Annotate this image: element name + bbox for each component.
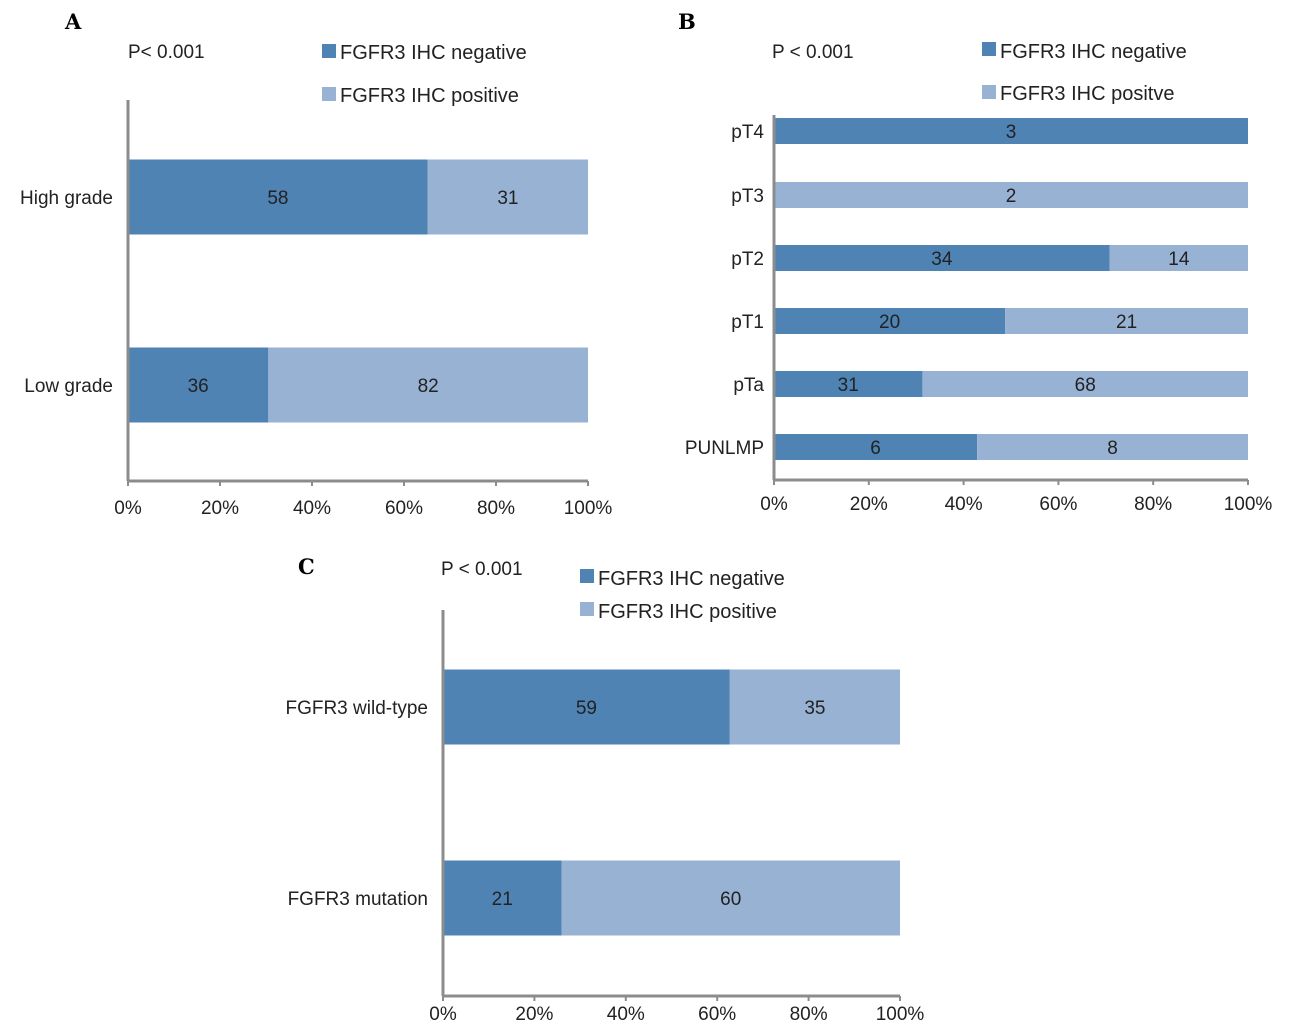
data-label: 82 bbox=[418, 376, 439, 397]
category-label: Low grade bbox=[24, 376, 113, 397]
data-label: 31 bbox=[497, 188, 518, 209]
data-label: 21 bbox=[1116, 312, 1137, 333]
legend-label-negative-a: FGFR3 IHC negative bbox=[340, 42, 527, 64]
bar-segment bbox=[128, 159, 428, 235]
legend-label-positive-b: FGFR3 IHC positve bbox=[1000, 83, 1174, 105]
legend-swatch-negative-c bbox=[580, 569, 594, 583]
x-tick-label: 100% bbox=[1224, 494, 1273, 515]
category-label: FGFR3 mutation bbox=[288, 889, 428, 910]
legend-swatch-negative-a bbox=[322, 44, 336, 58]
bar-segment bbox=[1109, 245, 1248, 271]
legend-label-positive-c: FGFR3 IHC positive bbox=[598, 601, 777, 623]
x-tick-label: 20% bbox=[850, 494, 888, 515]
x-tick-label: 0% bbox=[114, 498, 142, 519]
bar-segment bbox=[922, 371, 1248, 397]
panel-c: C P < 0.001 FGFR3 IHC negative FGFR3 IHC… bbox=[285, 554, 924, 1025]
data-label: 6 bbox=[870, 438, 881, 459]
legend-label-negative-c: FGFR3 IHC negative bbox=[598, 568, 785, 590]
bar-segment bbox=[729, 669, 900, 745]
x-tick-label: 80% bbox=[1134, 494, 1172, 515]
panel-letter-a: A bbox=[64, 9, 82, 34]
bar-segment bbox=[774, 182, 1248, 208]
panel-a: A P< 0.001 FGFR3 IHC negative FGFR3 IHC … bbox=[20, 9, 612, 519]
data-label: 59 bbox=[576, 698, 597, 719]
data-label: 31 bbox=[838, 375, 859, 396]
x-tick-label: 80% bbox=[790, 1004, 828, 1025]
bar-segment bbox=[443, 860, 562, 936]
x-tick-label: 40% bbox=[293, 498, 331, 519]
category-label: pT1 bbox=[731, 312, 764, 333]
data-label: 2 bbox=[1006, 186, 1017, 207]
x-tick-label: 0% bbox=[760, 494, 788, 515]
bar-segment bbox=[774, 245, 1110, 271]
bar-segment bbox=[774, 118, 1248, 144]
category-label: pT3 bbox=[731, 186, 764, 207]
legend-swatch-positive-b bbox=[982, 85, 996, 99]
x-tick-label: 20% bbox=[201, 498, 239, 519]
x-tick-label: 20% bbox=[515, 1004, 553, 1025]
bar-segment bbox=[1005, 308, 1248, 334]
panel-b: B P < 0.001 FGFR3 IHC negative FGFR3 IHC… bbox=[678, 9, 1272, 515]
data-label: 20 bbox=[879, 312, 900, 333]
category-label: pT2 bbox=[731, 249, 764, 270]
legend-label-positive-a: FGFR3 IHC positive bbox=[340, 85, 519, 107]
x-tick-label: 40% bbox=[607, 1004, 645, 1025]
p-value-c: P < 0.001 bbox=[441, 559, 523, 580]
data-label: 14 bbox=[1168, 249, 1190, 270]
x-tick-label: 40% bbox=[945, 494, 983, 515]
data-label: 58 bbox=[267, 188, 288, 209]
data-label: 3 bbox=[1006, 122, 1017, 143]
category-label: PUNLMP bbox=[685, 438, 764, 459]
data-label: 8 bbox=[1107, 438, 1118, 459]
legend-label-negative-b: FGFR3 IHC negative bbox=[1000, 41, 1187, 63]
x-tick-label: 0% bbox=[429, 1004, 457, 1025]
p-value-b: P < 0.001 bbox=[772, 42, 854, 63]
x-tick-label: 60% bbox=[385, 498, 423, 519]
bar-segment bbox=[427, 159, 588, 235]
bar-segment bbox=[774, 434, 978, 460]
x-tick-label: 60% bbox=[698, 1004, 736, 1025]
data-label: 60 bbox=[720, 889, 741, 910]
data-label: 34 bbox=[931, 249, 953, 270]
category-label: pTa bbox=[733, 375, 764, 396]
bar-segment bbox=[774, 308, 1006, 334]
data-label: 68 bbox=[1075, 375, 1096, 396]
panel-letter-c: C bbox=[298, 554, 315, 579]
x-tick-label: 100% bbox=[564, 498, 613, 519]
x-tick-label: 100% bbox=[876, 1004, 925, 1025]
category-label: High grade bbox=[20, 188, 113, 209]
p-value-a: P< 0.001 bbox=[128, 42, 205, 63]
category-label: FGFR3 wild-type bbox=[285, 698, 428, 719]
legend-swatch-positive-a bbox=[322, 87, 336, 101]
x-tick-label: 80% bbox=[477, 498, 515, 519]
legend-swatch-negative-b bbox=[982, 42, 996, 56]
bar-segment bbox=[443, 669, 730, 745]
bar-segment bbox=[774, 371, 923, 397]
data-label: 36 bbox=[188, 376, 209, 397]
bar-segment bbox=[128, 347, 269, 423]
data-label: 35 bbox=[804, 698, 825, 719]
bar-segment bbox=[561, 860, 900, 936]
bar-segment bbox=[268, 347, 588, 423]
x-tick-label: 60% bbox=[1039, 494, 1077, 515]
panel-letter-b: B bbox=[678, 9, 696, 34]
category-label: pT4 bbox=[731, 122, 764, 143]
legend-swatch-positive-c bbox=[580, 602, 594, 616]
data-label: 21 bbox=[492, 889, 513, 910]
bar-segment bbox=[977, 434, 1248, 460]
